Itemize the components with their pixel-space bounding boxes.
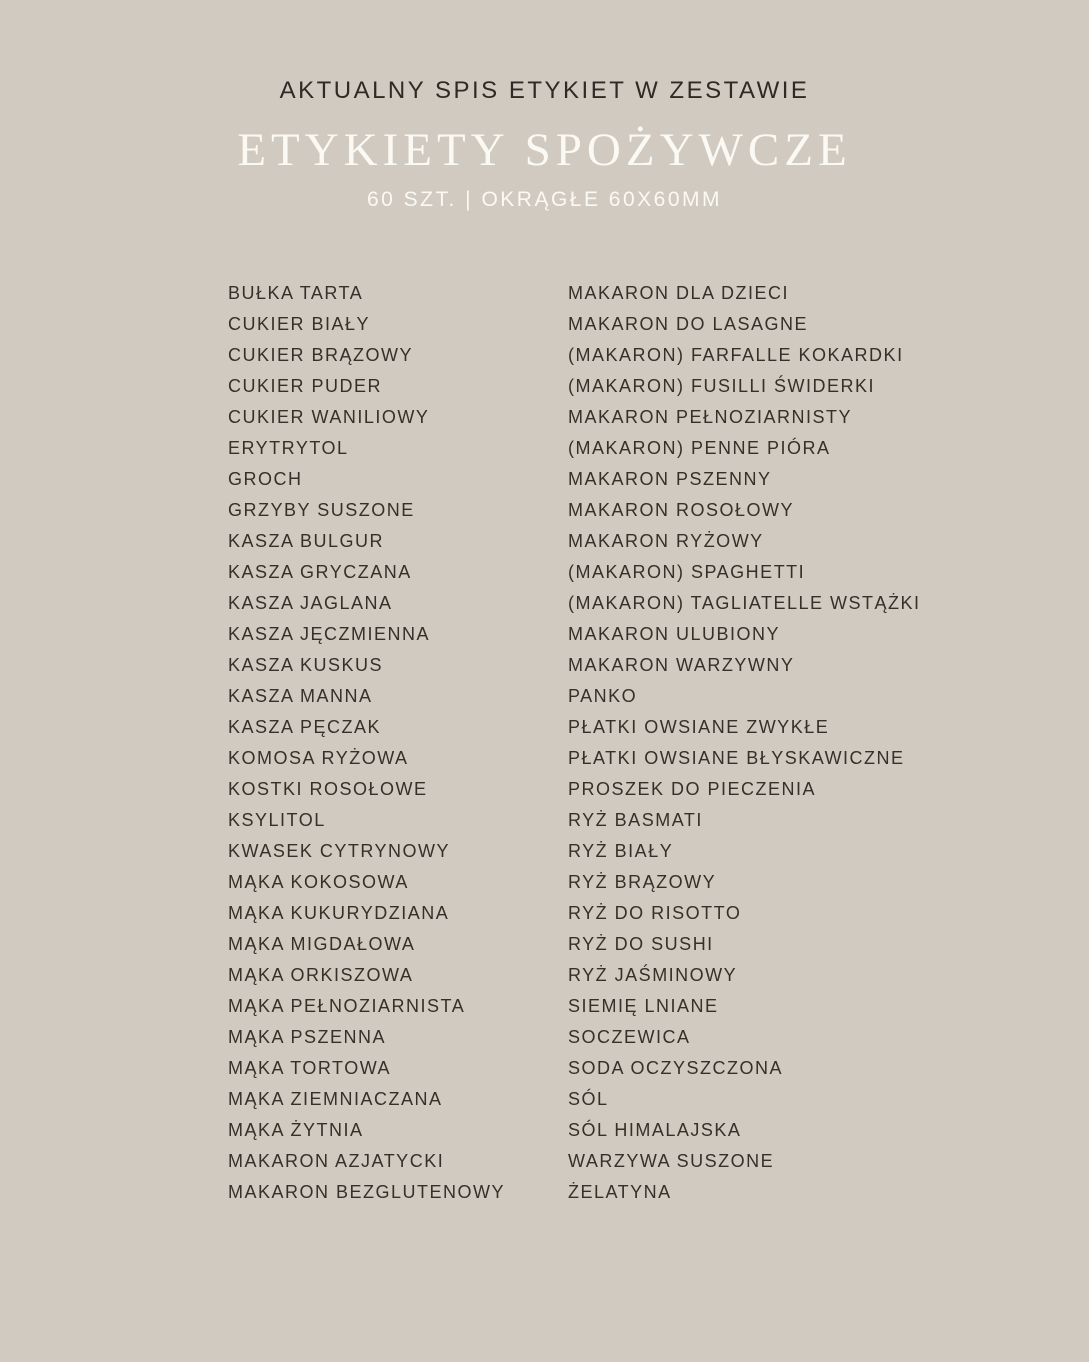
- label-list-column-left: BUŁKA TARTA CUKIER BIAŁY CUKIER BRĄZOWY CUK…: [228, 278, 568, 1208]
- list-item: MĄKA ŻYTNIA: [228, 1120, 364, 1140]
- list-item: MĄKA TORTOWA: [228, 1058, 392, 1078]
- list-item: RYŻ DO SUSHI: [568, 934, 714, 954]
- list-item: MAKARON ROSOŁOWY: [568, 500, 795, 520]
- list-item: MĄKA PEŁNOZIARNISTA: [228, 996, 466, 1016]
- list-item: CUKIER BIAŁY: [228, 314, 371, 334]
- list-item: SIEMIĘ LNIANE: [568, 996, 719, 1016]
- list-item: MAKARON DO LASAGNE: [568, 314, 809, 334]
- list-item: SÓL: [568, 1089, 609, 1109]
- list-item: CUKIER WANILIOWY: [228, 407, 430, 427]
- list-item: KASZA PĘCZAK: [228, 717, 382, 737]
- list-item: MĄKA KUKURYDZIANA: [228, 903, 450, 923]
- list-item: MAKARON RYŻOWY: [568, 531, 764, 551]
- list-item: RYŻ JAŚMINOWY: [568, 965, 738, 985]
- list-item: (MAKARON) TAGLIATELLE WSTĄŻKI: [568, 593, 921, 613]
- list-item: KASZA MANNA: [228, 686, 373, 706]
- list-item: MAKARON ULUBIONY: [568, 624, 781, 644]
- list-item: PANKO: [568, 686, 638, 706]
- list-item: KASZA GRYCZANA: [228, 562, 412, 582]
- list-item: (MAKARON) PENNE PIÓRA: [568, 438, 831, 458]
- list-item: MAKARON PEŁNOZIARNISTY: [568, 407, 853, 427]
- list-item: MAKARON AZJATYCKI: [228, 1151, 445, 1171]
- list-item: KASZA BULGUR: [228, 531, 385, 551]
- list-item: RYŻ BRĄZOWY: [568, 872, 717, 892]
- list-item: GRZYBY SUSZONE: [228, 500, 415, 520]
- list-item: KASZA KUSKUS: [228, 655, 384, 675]
- list-item: RYŻ BIAŁY: [568, 841, 674, 861]
- list-item: GROCH: [228, 469, 303, 489]
- list-item: WARZYWA SUSZONE: [568, 1151, 775, 1171]
- list-item: PROSZEK DO PIECZENIA: [568, 779, 817, 799]
- list-item: MAKARON WARZYWNY: [568, 655, 795, 675]
- list-item: RYŻ BASMATI: [568, 810, 703, 830]
- list-item: PŁATKI OWSIANE ZWYKŁE: [568, 717, 830, 737]
- list-item: ŻELATYNA: [568, 1182, 672, 1202]
- list-item: SÓL HIMALAJSKA: [568, 1120, 742, 1140]
- list-item: KSYLITOL: [228, 810, 326, 830]
- list-item: KOSTKI ROSOŁOWE: [228, 779, 428, 799]
- list-item: SOCZEWICA: [568, 1027, 691, 1047]
- list-item: CUKIER PUDER: [228, 376, 383, 396]
- list-item: CUKIER BRĄZOWY: [228, 345, 414, 365]
- label-list-column-right: MAKARON DLA DZIECI MAKARON DO LASAGNE (MAK…: [568, 278, 1089, 1208]
- list-item: RYŻ DO RISOTTO: [568, 903, 742, 923]
- page-title: ETYKIETY SPOŻYWCZE: [237, 124, 852, 176]
- list-item: MAKARON BEZGLUTENOWY: [228, 1182, 506, 1202]
- list-item: MĄKA PSZENNA: [228, 1027, 387, 1047]
- list-item: (MAKARON) FARFALLE KOKARDKI: [568, 345, 904, 365]
- list-item: PŁATKI OWSIANE BŁYSKAWICZNE: [568, 748, 905, 768]
- list-item: MĄKA MIGDAŁOWA: [228, 934, 416, 954]
- page-eyebrow: AKTUALNY SPIS ETYKIET W ZESTAWIE: [279, 77, 810, 104]
- list-item: MĄKA KOKOSOWA: [228, 872, 409, 892]
- list-item: KWASEK CYTRYNOWY: [228, 841, 451, 861]
- list-item: ERYTRYTOL: [228, 438, 349, 458]
- list-item: (MAKARON) SPAGHETTI: [568, 562, 806, 582]
- list-item: MAKARON DLA DZIECI: [568, 283, 790, 303]
- list-item: MAKARON PSZENNY: [568, 469, 772, 489]
- list-item: SODA OCZYSZCZONA: [568, 1058, 784, 1078]
- list-item: KOMOSA RYŻOWA: [228, 748, 409, 768]
- list-item: KASZA JAGLANA: [228, 593, 393, 613]
- list-item: MĄKA ZIEMNIACZANA: [228, 1089, 443, 1109]
- list-item: KASZA JĘCZMIENNA: [228, 624, 431, 644]
- list-item: BUŁKA TARTA: [228, 283, 364, 303]
- list-item: MĄKA ORKISZOWA: [228, 965, 414, 985]
- list-item: (MAKARON) FUSILLI ŚWIDERKI: [568, 376, 876, 396]
- page-subtitle: 60 SZT. | OKRĄGŁE 60X60MM: [366, 188, 723, 211]
- label-list: BUŁKA TARTA CUKIER BIAŁY CUKIER BRĄZOWY CUK…: [0, 278, 1089, 1208]
